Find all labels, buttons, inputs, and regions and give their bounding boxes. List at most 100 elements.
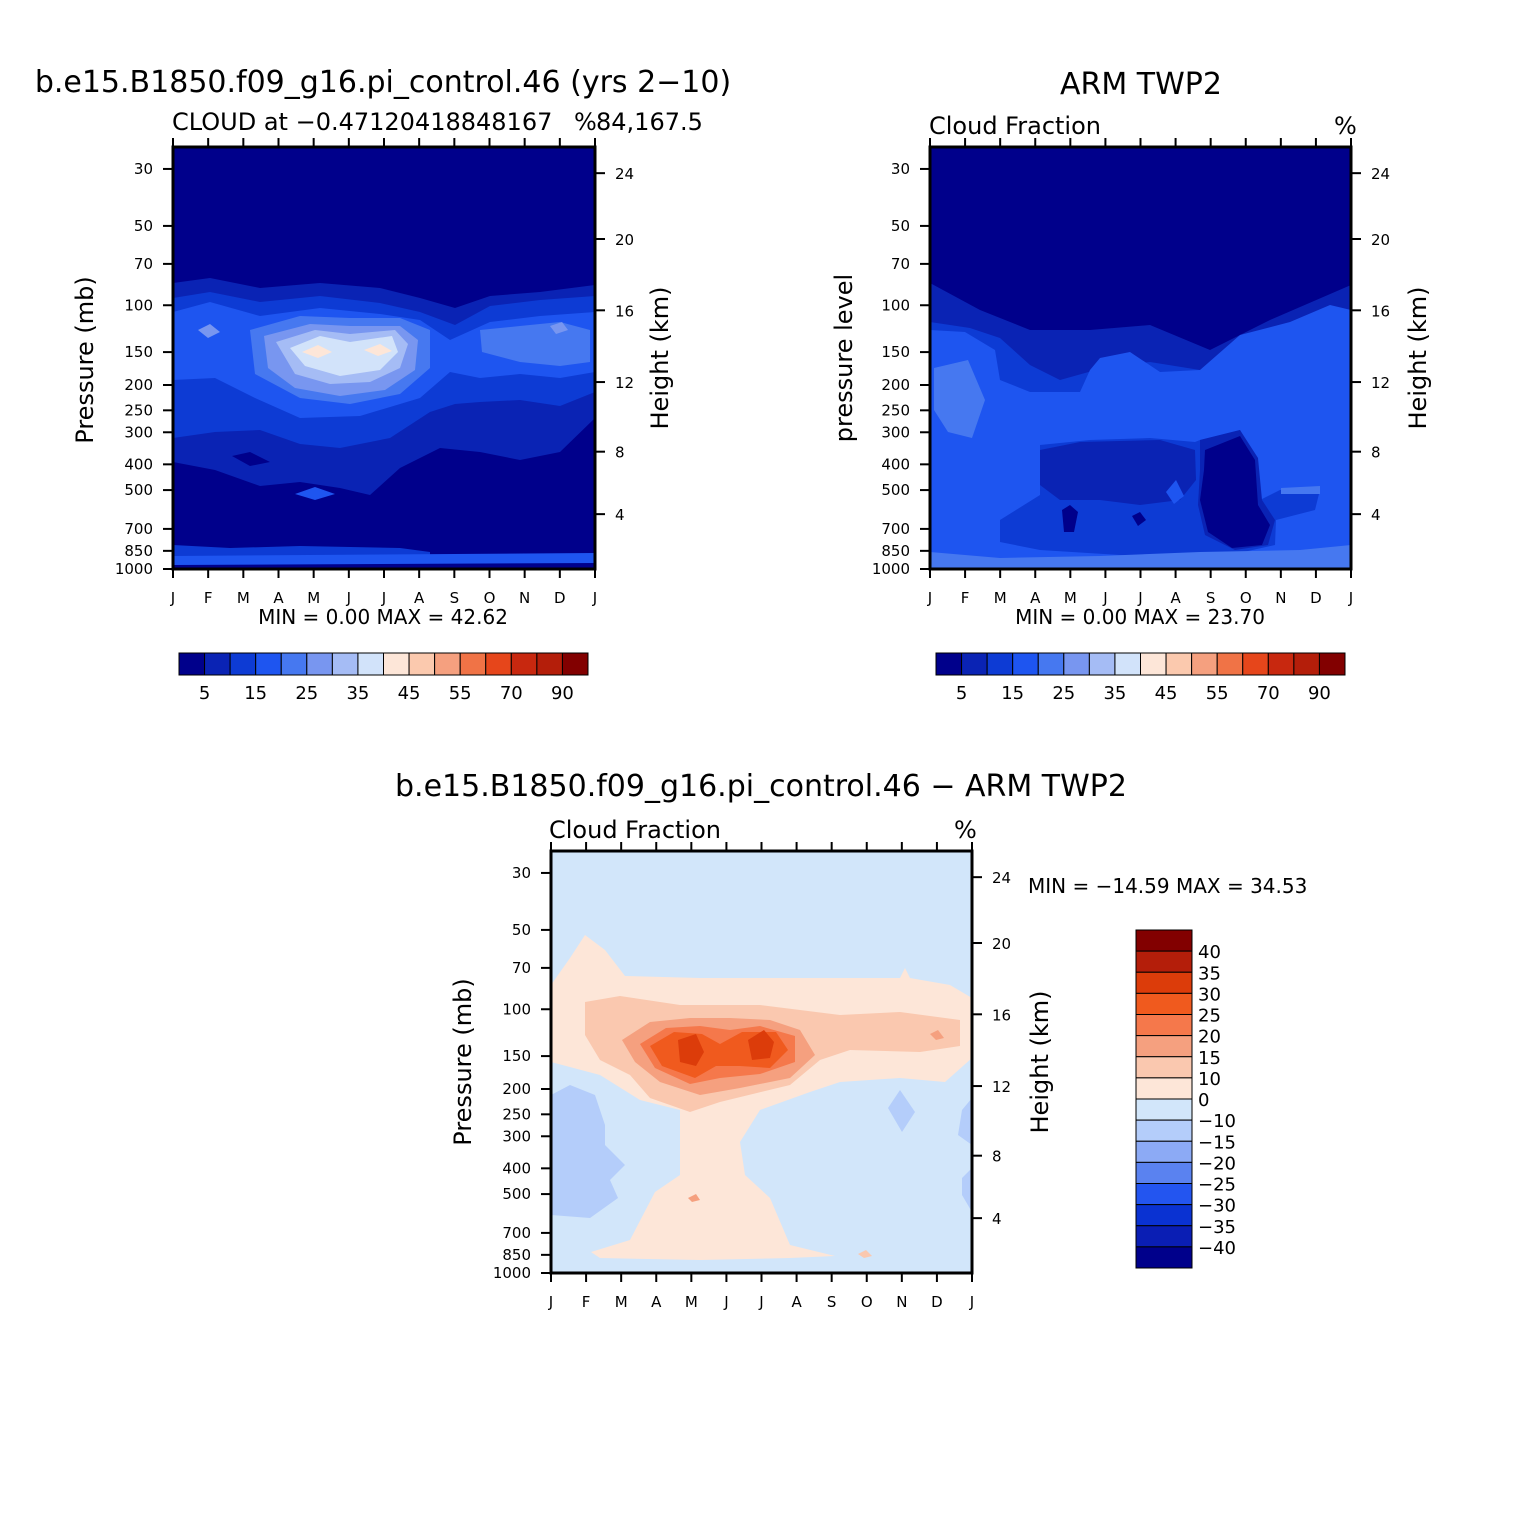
colorbar-swatch — [1318, 652, 1346, 676]
colorbar-swatch — [1216, 652, 1244, 676]
panel2-units: % — [1334, 112, 1357, 140]
y-tick-label: 700 — [502, 1224, 531, 1242]
colorbar-label: −15 — [1198, 1132, 1236, 1153]
colorbar-swatch — [1135, 1077, 1193, 1100]
x-tick-label: D — [554, 589, 566, 607]
y-tick-label: 1000 — [872, 560, 910, 578]
colorbar-label: 25 — [1052, 683, 1075, 704]
panel1-subtitle-right: 84,167.5 — [596, 108, 703, 136]
colorbar-swatch — [1135, 1161, 1193, 1184]
colorbar-label: 90 — [551, 683, 574, 704]
colorbar-label: 55 — [1206, 683, 1229, 704]
x-tick-label: D — [1310, 589, 1322, 607]
colorbar-label: 70 — [500, 683, 523, 704]
y-tick-label: 250 — [502, 1105, 531, 1123]
colorbar-label: −30 — [1198, 1196, 1236, 1217]
x-tick-label: J — [170, 589, 175, 607]
panel2-title: ARM TWP2 — [1060, 67, 1222, 102]
y-tick-label: 500 — [502, 1185, 531, 1203]
y-tick-label: 50 — [134, 217, 153, 235]
x-tick-label: A — [791, 1293, 802, 1311]
panel1-colorbar: 5 15 25 35 45 55 70 90 — [178, 652, 589, 704]
colorbar-swatch — [434, 652, 461, 676]
y2-tick-label: 8 — [615, 444, 625, 462]
colorbar-swatch — [510, 652, 538, 676]
y-tick-label: 200 — [502, 1080, 531, 1098]
y-tick-label: 400 — [881, 455, 910, 473]
y-tick-label: 400 — [502, 1159, 531, 1177]
x-tick-label: J — [592, 589, 597, 607]
panel1-axes: J F M A M J J A S O N D J 30 50 70 100 150 200 250 300 400 500… — [115, 138, 634, 607]
colorbar-swatch — [1140, 652, 1167, 676]
colorbar-swatch — [204, 652, 231, 676]
colorbar-swatch — [1191, 652, 1218, 676]
y-tick-label: 70 — [134, 255, 153, 273]
x-tick-label: J — [1137, 589, 1142, 607]
colorbar-swatch — [1088, 652, 1116, 676]
y-tick-label: 250 — [881, 401, 910, 419]
colorbar-swatch — [1135, 1140, 1193, 1163]
panel1-ylabel: Pressure (mb) — [71, 276, 99, 443]
y2-tick-label: 12 — [992, 1078, 1011, 1096]
y-tick-label: 70 — [512, 959, 531, 977]
y-tick-label: 300 — [502, 1127, 531, 1145]
x-tick-label: A — [1170, 589, 1181, 607]
colorbar-swatch — [280, 652, 308, 676]
colorbar-swatch — [961, 652, 988, 676]
colorbar-label: 45 — [1155, 683, 1178, 704]
panel3-ylabel-right: Height (km) — [1026, 991, 1054, 1134]
y-tick-label: 50 — [512, 921, 531, 939]
x-tick-label: J — [346, 589, 351, 607]
x-tick-label: A — [1030, 589, 1041, 607]
colorbar-swatch — [1135, 1119, 1193, 1142]
panel2-contour-field — [930, 147, 1351, 569]
y-tick-label: 500 — [124, 481, 153, 499]
panel2-colorbar: 5 15 25 35 45 55 70 90 — [935, 652, 1346, 704]
y-tick-label: 30 — [134, 160, 153, 178]
colorbar-swatch — [1242, 652, 1269, 676]
y2-tick-label: 20 — [1371, 231, 1390, 249]
y2-tick-label: 20 — [992, 935, 1011, 953]
x-tick-label: O — [484, 589, 496, 607]
panel2-minmax: MIN = 0.00 MAX = 23.70 — [1015, 605, 1265, 629]
colorbar-label: −20 — [1198, 1153, 1236, 1174]
colorbar-swatch — [255, 652, 282, 676]
y-tick-label: 100 — [502, 1000, 531, 1018]
panel1-units: % — [574, 108, 597, 136]
x-tick-label: O — [861, 1293, 873, 1311]
y-tick-label: 300 — [124, 423, 153, 441]
y-tick-label: 30 — [512, 864, 531, 882]
x-tick-label: A — [651, 1293, 662, 1311]
y2-tick-label: 8 — [992, 1148, 1002, 1166]
y2-tick-label: 16 — [615, 302, 634, 320]
colorbar-swatch — [1114, 652, 1141, 676]
x-tick-label: M — [1064, 589, 1077, 607]
panel1-minmax: MIN = 0.00 MAX = 42.62 — [258, 605, 508, 629]
y2-tick-label: 24 — [1371, 165, 1390, 183]
x-tick-label: J — [1348, 589, 1353, 607]
y-tick-label: 100 — [124, 296, 153, 314]
x-tick-label: M — [994, 589, 1007, 607]
y2-tick-label: 4 — [992, 1210, 1002, 1228]
panel3-contour-field — [551, 851, 972, 1273]
colorbar-swatch — [1293, 652, 1320, 676]
colorbar-label: −25 — [1198, 1175, 1236, 1196]
colorbar-swatch — [383, 652, 410, 676]
panel3-ylabel: Pressure (mb) — [449, 978, 477, 1145]
colorbar-swatch — [1037, 652, 1065, 676]
colorbar-label: −10 — [1198, 1111, 1236, 1132]
x-tick-label: S — [827, 1293, 837, 1311]
y-tick-label: 300 — [881, 423, 910, 441]
colorbar-swatch — [306, 652, 333, 676]
colorbar-swatch — [408, 652, 436, 676]
x-tick-label: F — [961, 589, 970, 607]
colorbar-swatch — [485, 652, 512, 676]
panel-model: b.e15.B1850.f09_g16.pi_control.46 (yrs 2… — [35, 65, 731, 704]
panel2-subtitle-left: Cloud Fraction — [929, 112, 1101, 140]
colorbar-swatch — [1135, 1056, 1193, 1079]
x-tick-label: D — [931, 1293, 943, 1311]
colorbar-label: 20 — [1198, 1027, 1221, 1048]
colorbar-swatch — [331, 652, 359, 676]
